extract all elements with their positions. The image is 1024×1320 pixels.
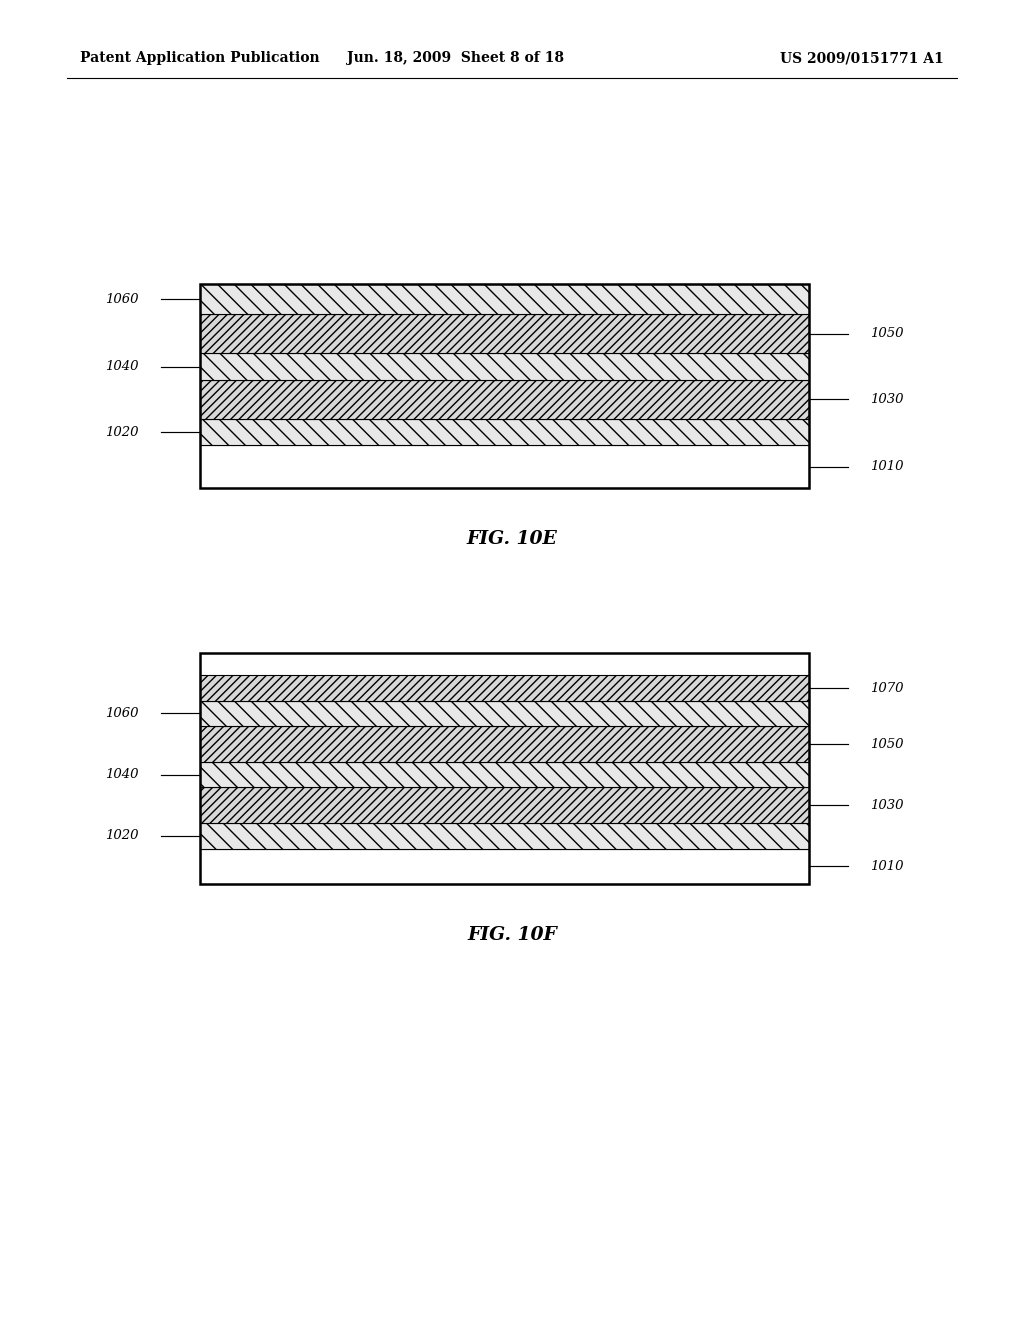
Text: 1040: 1040 — [104, 360, 138, 374]
Bar — [200, 849, 809, 884]
Bar — [200, 653, 809, 884]
Text: 1050: 1050 — [870, 738, 904, 751]
Text: 1020: 1020 — [104, 425, 138, 438]
Text: FIG. 10F: FIG. 10F — [467, 925, 557, 944]
Text: US 2009/0151771 A1: US 2009/0151771 A1 — [780, 51, 944, 65]
Text: Patent Application Publication: Patent Application Publication — [80, 51, 319, 65]
Bar — [200, 701, 809, 726]
Bar — [200, 380, 809, 418]
Bar — [200, 284, 809, 314]
Text: 1050: 1050 — [870, 327, 904, 341]
Bar — [200, 418, 809, 445]
Bar — [200, 726, 809, 762]
Bar — [200, 762, 809, 787]
Text: Jun. 18, 2009  Sheet 8 of 18: Jun. 18, 2009 Sheet 8 of 18 — [347, 51, 564, 65]
Text: 1010: 1010 — [870, 861, 904, 873]
Text: 1030: 1030 — [870, 393, 904, 405]
Text: 1040: 1040 — [104, 768, 138, 781]
Bar — [200, 787, 809, 824]
Bar — [200, 314, 809, 354]
Bar — [200, 284, 809, 488]
Text: 1010: 1010 — [870, 461, 904, 474]
Bar — [200, 824, 809, 849]
Text: 1020: 1020 — [104, 829, 138, 842]
Text: 1070: 1070 — [870, 681, 904, 694]
Bar — [200, 676, 809, 701]
Text: 1060: 1060 — [104, 708, 138, 719]
Bar — [200, 354, 809, 380]
Bar — [200, 445, 809, 488]
Text: FIG. 10E: FIG. 10E — [467, 529, 557, 548]
Text: 1060: 1060 — [104, 293, 138, 306]
Text: 1030: 1030 — [870, 799, 904, 812]
